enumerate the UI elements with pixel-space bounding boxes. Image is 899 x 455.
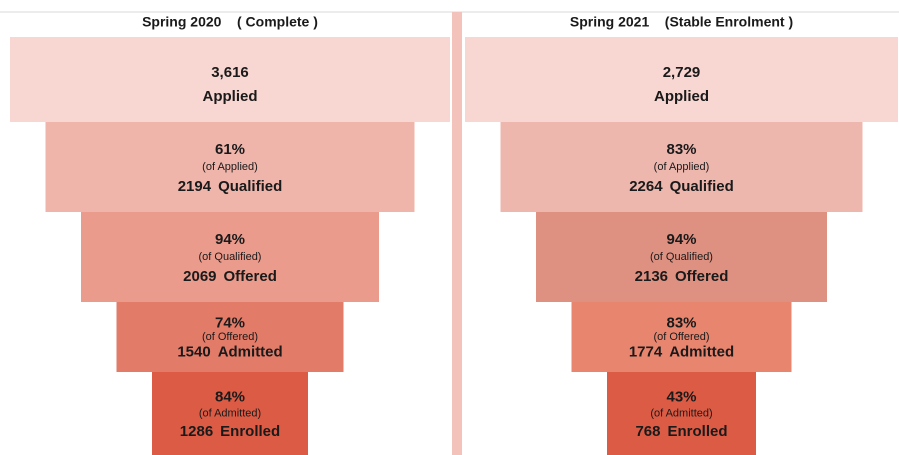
stage-value: 2194 <box>178 178 212 195</box>
funnel-stage <box>536 212 827 302</box>
stage-percent: 61% <box>215 141 245 158</box>
stage-value: 1774 <box>629 343 663 360</box>
stage-line: 1286 Enrolled <box>180 423 280 440</box>
funnel-stage <box>500 122 863 212</box>
stage-name: Admitted <box>669 343 734 360</box>
stage-note: (of Offered) <box>202 331 258 343</box>
funnel-stage <box>10 37 450 122</box>
funnel-stage <box>81 212 379 302</box>
stage-value: 2069 <box>183 268 216 285</box>
stage-value: 1540 <box>177 343 210 360</box>
stage-note: (of Applied) <box>202 161 258 173</box>
stage-line: 2264 Qualified <box>629 178 734 195</box>
stage-name: Qualified <box>670 178 734 195</box>
stage-name: Enrolled <box>668 423 728 440</box>
funnel-stage <box>152 372 308 455</box>
stage-name: Applied <box>203 88 258 105</box>
funnel-stage <box>45 122 415 212</box>
stage-name: Qualified <box>218 178 282 195</box>
funnel-stage <box>465 37 898 122</box>
stage-percent: 84% <box>215 389 245 406</box>
stage-line: 768 Enrolled <box>635 423 727 440</box>
stage-name: Offered <box>675 268 728 285</box>
stage-percent: 74% <box>215 315 245 332</box>
panel-title: Spring 2020 ( Complete ) <box>142 14 318 30</box>
stage-name: Enrolled <box>220 423 280 440</box>
funnel-stage <box>116 302 344 372</box>
stage-name: Admitted <box>218 343 283 360</box>
divider <box>452 12 462 455</box>
stage-name: Offered <box>224 268 277 285</box>
stage-note: (of Admitted) <box>650 407 712 419</box>
stage-value: 2264 <box>629 178 663 195</box>
stage-line: 2069 Offered <box>183 268 277 285</box>
stage-line: 1540 Admitted <box>177 343 282 360</box>
stage-percent: 94% <box>215 231 245 248</box>
stage-note: (of Qualified) <box>650 251 713 263</box>
stage-value: 3,616 <box>211 64 249 81</box>
stage-value: 1286 <box>180 423 213 440</box>
stage-note: (of Qualified) <box>199 251 262 263</box>
stage-percent: 83% <box>666 315 696 332</box>
stage-line: 1774 Admitted <box>629 343 734 360</box>
stage-note: (of Applied) <box>654 161 710 173</box>
stage-value: 768 <box>635 423 660 440</box>
stage-name: Applied <box>654 88 709 105</box>
stage-value: 2136 <box>635 268 668 285</box>
panel-title: Spring 2021 (Stable Enrolment ) <box>570 14 793 30</box>
stage-percent: 83% <box>666 141 696 158</box>
stage-line: 2136 Offered <box>635 268 729 285</box>
funnel-stage <box>571 302 792 372</box>
stage-note: (of Offered) <box>653 331 709 343</box>
stage-value: 2,729 <box>663 64 701 81</box>
stage-note: (of Admitted) <box>199 407 261 419</box>
stage-percent: 43% <box>666 389 696 406</box>
stage-percent: 94% <box>666 231 696 248</box>
stage-line: 2194 Qualified <box>178 178 283 195</box>
funnel-stage <box>607 372 756 455</box>
